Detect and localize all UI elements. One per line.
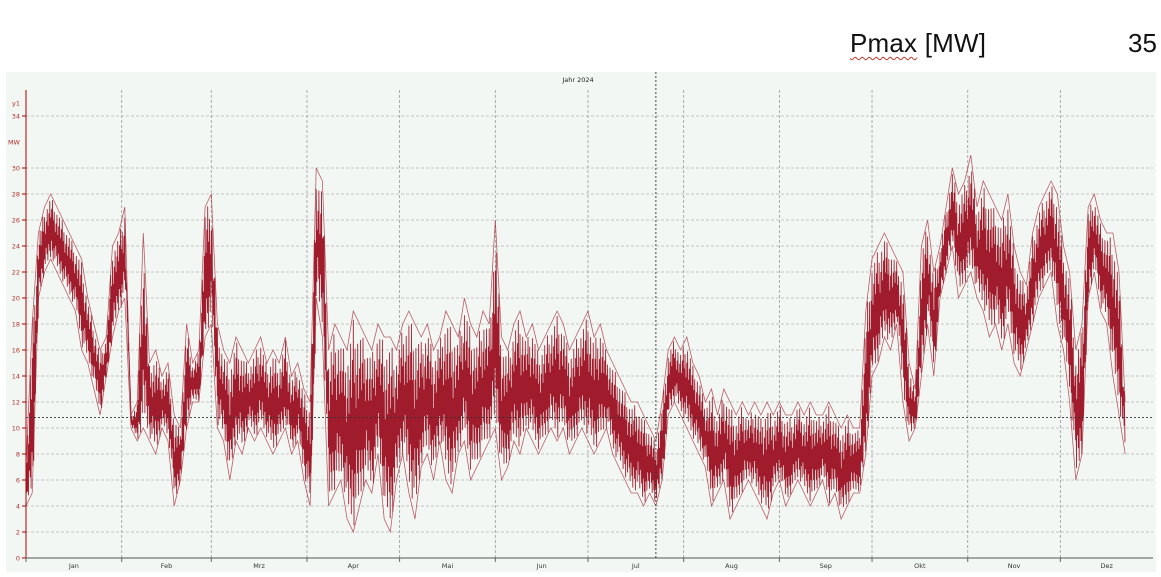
month-label: Aug bbox=[725, 562, 738, 570]
chart-headline: Pmax [MW] bbox=[850, 28, 986, 59]
axis-id-label: y1 bbox=[12, 100, 20, 108]
month-label: Nov bbox=[1008, 562, 1021, 570]
plot-background bbox=[6, 72, 1156, 572]
headline-label: Pmax bbox=[850, 28, 918, 58]
load-chart: 0 2 4 6 8 10 12 14 16 18 20 22 24 26 28 30 34 y1 MW Jan Feb M… bbox=[6, 72, 1156, 572]
y-tick-label: 10 bbox=[12, 425, 20, 433]
y-tick-label: 18 bbox=[12, 321, 20, 329]
series-max-envelope bbox=[25, 154, 1126, 468]
y-axis-unit: MW bbox=[8, 139, 21, 147]
chart-title: Jahr 2024 bbox=[561, 76, 593, 84]
y-tick-label: 0 bbox=[16, 555, 20, 563]
series-min-envelope bbox=[25, 245, 1126, 534]
y-tick-label: 12 bbox=[12, 399, 20, 407]
month-label: Jun bbox=[536, 562, 547, 570]
y-tick-label: 22 bbox=[12, 269, 20, 277]
month-label: Apr bbox=[348, 562, 360, 570]
month-label: Mai bbox=[442, 562, 454, 570]
y-tick-label: 2 bbox=[16, 529, 20, 537]
y-tick-label: 8 bbox=[16, 451, 20, 459]
y-tick-label: 26 bbox=[12, 217, 20, 225]
load-series-line bbox=[25, 171, 1126, 526]
y-tick-label: 20 bbox=[12, 295, 20, 303]
month-label: Dez bbox=[1100, 562, 1113, 570]
y-tick-label: 14 bbox=[12, 373, 20, 381]
y-tick-label: 30 bbox=[12, 165, 20, 173]
y-tick-label: 24 bbox=[12, 243, 20, 251]
headline-value: 35 bbox=[1128, 28, 1157, 58]
month-label: Feb bbox=[161, 562, 173, 570]
month-label: Jul bbox=[631, 562, 640, 570]
month-label: Jan bbox=[68, 562, 79, 570]
y-tick-label: 34 bbox=[12, 113, 20, 121]
month-label: Sep bbox=[820, 562, 832, 570]
month-label: Okt bbox=[914, 562, 926, 570]
y-tick-label: 4 bbox=[16, 503, 20, 511]
y-tick-label: 16 bbox=[12, 347, 20, 355]
headline-unit: [MW] bbox=[917, 28, 987, 58]
month-label: Mrz bbox=[253, 562, 265, 570]
y-tick-label: 28 bbox=[12, 191, 20, 199]
y-tick-label: 6 bbox=[16, 477, 20, 485]
